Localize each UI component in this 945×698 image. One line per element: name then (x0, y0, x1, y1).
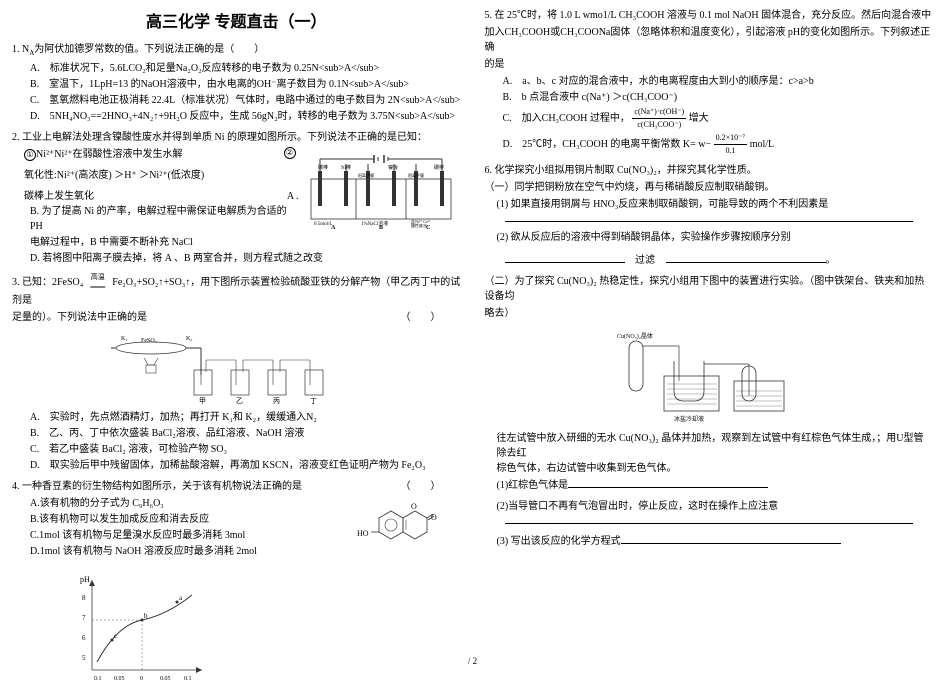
label-carbon1: 碳棒 (318, 164, 328, 171)
question-6: 6. 化学探究小组拟用铜片制取 Cu(NO₃)₂，并探究其化学性质。 （一）同学… (485, 163, 934, 549)
q5-optD: D. 25℃时，CH₃COOH 的电离平衡常数 K= w− 0.2×10⁻⁷ 0… (503, 132, 934, 157)
tank-b: B (379, 225, 383, 229)
q3-stem: 3. 已知：2FeSO₄ 高温═══ Fe₂O₃+SO₂↑+SO₃↑，用下图所示… (12, 272, 461, 308)
fraction-c: c(Na⁺)·c(OH⁻) c(CH₃COO⁻) (632, 106, 686, 131)
ph-graph: pH 8 7 6 5 c b a 0.1 0.05 0 0.05 0.1 (72, 570, 212, 690)
q6-part1-header: （一）同学把铜粉放在空气中灼烧，再与稀硝酸反应制取硝酸铜。 (485, 180, 934, 195)
ylabel: pH (80, 575, 90, 584)
point-c: c (114, 632, 117, 640)
question-2: 2. 工业上电解法处理含镍酸性废水并得到单质 Ni 的原理如图所示。下列说法不正… (12, 130, 461, 266)
blank-line-2 (505, 522, 914, 524)
q3-optB: B. 乙、丙、丁中依次盛装 BaCl₂溶液、品红溶液、NaOH 溶液 (30, 426, 461, 441)
apparatus-diagram-q3: FeSO₄ K₁ K₂ (106, 330, 366, 405)
feso4-label: FeSO₄ (141, 338, 157, 344)
ho-group: HO (357, 529, 369, 538)
point-a: a (179, 594, 183, 602)
svg-text:8: 8 (82, 594, 86, 602)
svg-text:7: 7 (82, 614, 86, 622)
fraction-d: 0.2×10⁻⁷ 0.1 (714, 132, 748, 157)
q1-optA: A. 标准状况下，5.6LCO₂和足量Na₂O₂反应转移的电子数为 0.25N<… (30, 61, 461, 76)
svg-text:0: 0 (140, 676, 143, 682)
bottle-group (194, 360, 323, 395)
label-ni2: 镍板 (388, 164, 398, 171)
q5-optA: A. a、b、c 对应的混合液中，水的电离程度由大到小的顺序是：c>a>b (503, 74, 934, 89)
q2-sideA: A . (287, 189, 299, 204)
q6-p1-2: (2) 欲从反应后的溶液中得到硝酸铜晶体，实验操作步骤按顺序分别 (497, 230, 934, 245)
svg-text:0.1: 0.1 (94, 676, 102, 682)
q6-part2-header2: 略去） (485, 306, 934, 321)
q2-optD: D. 若将图中阳离子膜去掉，将 A 、B 两室合并，则方程式随之改变 (30, 251, 461, 266)
question-5: 5. 在 25℃时，将 1.0 L wmo1/L CH₃COOH 溶液与 0.1… (485, 8, 934, 157)
question-3: 3. 已知：2FeSO₄ 高温═══ Fe₂O₃+SO₂↑+SO₃↑，用下图所示… (12, 272, 461, 473)
q1-stem: 1. NA为阿伏加德罗常数的值。下列说法正确的是（ ） (12, 42, 461, 59)
page-title: 高三化学 专题直击（一） (12, 8, 461, 32)
ice-label: 冰盐冷却液 (674, 415, 704, 423)
left-column: 高三化学 专题直击（一） 1. NA为阿伏加德罗常数的值。下列说法正确的是（ ）… (0, 0, 473, 668)
q6-p2-1: (1)红棕色气体是 (497, 476, 934, 493)
q3-optD: D. 取实验后甲中残留固体，加稀盐酸溶解，再滴加 KSCN，溶液变红色证明产物为… (30, 458, 461, 473)
q1-optC: C. 氢氧燃料电池正极消耗 22.4L（标准状况）气体时，电路中通过的电子数目为… (30, 93, 461, 108)
o-group1: O (411, 502, 417, 511)
tank-c: C (426, 225, 430, 229)
molecule-diagram: HO O O (349, 498, 459, 558)
q5-optC: C. 加入CH₃COOH 过程中， c(Na⁺)·c(OH⁻) c(CH₃COO… (503, 106, 934, 131)
q2-optB2: 电解过程中，B 中需要不断补充 NaCl (30, 235, 461, 250)
q6-p2-3: (3) 写出该反应的化学方程式 (497, 532, 934, 549)
svg-text:0.05: 0.05 (114, 676, 125, 682)
bottle-jia: 甲 (199, 397, 206, 405)
tank-a: A (331, 225, 336, 229)
q5-stem2: 加入CH₃COOH或CH₃COONa固体（忽略体积和温度变化），引起溶液 pH的… (485, 25, 934, 55)
svg-text:0.05: 0.05 (160, 676, 171, 682)
liquid-c2: 酸性废水 (411, 222, 427, 228)
question-4: 4. 一种香豆素的衍生物结构如图所示，关于该有机物说法正确的是（ ） HO O … (12, 479, 461, 559)
label-carbon2: 碳棒 (434, 164, 444, 171)
svg-text:0.1: 0.1 (184, 676, 192, 682)
q6-p2-body2: 棕色气体，右边试管中收集到无色气体。 (497, 461, 934, 476)
q6-part2-header: （二）为了探究 Cu(NO₃)₂ 热稳定性，探究小组用下图中的装置进行实验。（图… (485, 274, 934, 304)
k1-label: K₁ (121, 336, 127, 342)
q2-stem: 2. 工业上电解法处理含镍酸性废水并得到单质 Ni 的原理如图所示。下列说法不正… (12, 130, 461, 145)
q6-p2-body1: 往左试管中放入研细的无水 Cu(NO₃)₂ 晶体并加热，观察到左试管中有红棕色气… (497, 431, 934, 461)
page-number: / 2 (0, 656, 945, 666)
right-column: 5. 在 25℃时，将 1.0 L wmo1/L CH₃COOH 溶液与 0.1… (473, 0, 945, 668)
cu-apparatus-diagram: Cu(NO₃)₂晶体 冰盐冷却液 (609, 326, 809, 426)
cuno3-label: Cu(NO₃)₂晶体 (617, 332, 653, 340)
liquid-b: 1%NaCl溶液 (361, 220, 388, 227)
bottle-ding: 丁 (310, 397, 317, 405)
q6-stem: 6. 化学探究小组拟用铜片制取 Cu(NO₃)₂，并探究其化学性质。 (485, 163, 934, 178)
liquid-a: 0.5mol/L (314, 222, 332, 227)
point-b: b (144, 612, 148, 620)
bottle-bing: 丙 (273, 397, 280, 405)
label-mem1: 阳离子膜 (358, 172, 374, 178)
q6-p1-1: (1) 如果直接用铜屑与 HNO₃反应来制取硝酸铜，可能导致的两个不利因素是 (497, 197, 934, 212)
blank-line-1 (505, 220, 914, 222)
q3-stem2: 足量的）。下列说法中正确的是（ ） (12, 310, 461, 325)
q5-optB: B. b 点混合液中 c(Na⁺) ＞c(CH₃COO⁻) (503, 90, 934, 105)
q5-stem3: 的是 (485, 57, 934, 72)
q5-stem1: 5. 在 25℃时，将 1.0 L wmo1/L CH₃COOH 溶液与 0.1… (485, 8, 934, 23)
q1-optD: D. 5NH₄NO₃==2HNO₃+4N₂↑+9H₂O 反应中，生成 56gN₂… (30, 109, 461, 124)
q1-optB: B. 室温下，1LpH=13 的NaOH溶液中，由水电离的OH⁻离子数目为 0.… (30, 77, 461, 92)
k2-label: K₂ (186, 336, 192, 342)
circle-1: ① (24, 149, 36, 161)
q3-optC: C. 若乙中盛装 BaCl₂ 溶液，可检验产物 SO₃ (30, 442, 461, 457)
label-mem2: 阳离子膜 (408, 172, 424, 178)
electrolysis-diagram: 碳棒 Ni棒 阳离子膜 镍板 阳离子膜 碳棒 0.5mol/L 1%NaCl溶液… (306, 149, 456, 229)
label-ni: Ni棒 (341, 164, 351, 171)
bottle-yi: 乙 (236, 397, 243, 405)
q4-stem: 4. 一种香豆素的衍生物结构如图所示，关于该有机物说法正确的是（ ） (12, 479, 461, 494)
circle-2: ② (284, 147, 296, 159)
blank-row-filter: 过滤 。 (505, 251, 914, 268)
svg-text:6: 6 (82, 634, 86, 642)
q6-p2-2: (2)当导管口不再有气泡冒出时，停止反应，这时在操作上应注意 (497, 499, 934, 514)
question-1: 1. NA为阿伏加德罗常数的值。下列说法正确的是（ ） A. 标准状况下，5.6… (12, 42, 461, 124)
q3-optA: A. 实验时，先点燃酒精灯，加热；再打开 K₁和 K₂，缓缓通入N₂ (30, 410, 461, 425)
